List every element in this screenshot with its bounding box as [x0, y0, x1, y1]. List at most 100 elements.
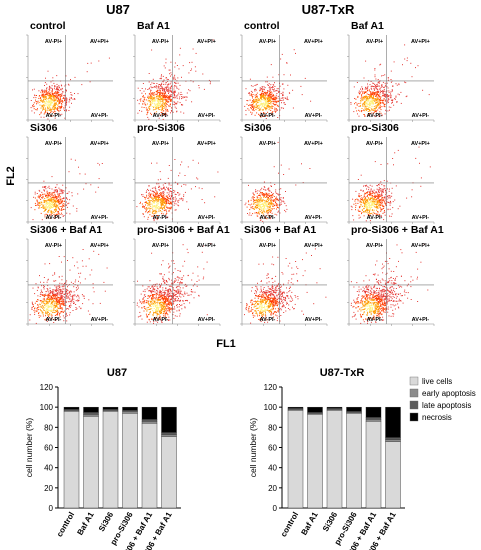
flow-panel: Baf A1 AV-PI+ AV+PI+ AV-PI- AV+PI- — [133, 20, 221, 122]
bar-segment — [307, 406, 323, 413]
quadrant-label-ul: AV-PI+ — [45, 39, 62, 45]
quadrant-label-lr: AV+PI- — [91, 215, 109, 221]
quadrant-label-ul: AV-PI+ — [45, 141, 62, 147]
flow-dots — [137, 39, 214, 120]
x-tick-label: control — [55, 511, 76, 539]
flow-dots — [244, 248, 327, 324]
y-tick-label: 40 — [44, 464, 53, 473]
quadrant-label-ul: AV-PI+ — [366, 141, 383, 147]
y-tick-label: 100 — [264, 403, 278, 412]
bar-y-axis-label: cell number (%) — [248, 418, 258, 478]
flow-panel-title: control — [244, 20, 280, 32]
y-tick-label: 100 — [40, 403, 54, 412]
flow-y-axis-label: FL2 — [5, 166, 17, 186]
flow-dots — [244, 49, 312, 119]
legend: live cells early apoptosis late apoptosis n… — [409, 376, 476, 422]
bar-segment — [141, 423, 158, 509]
group-title-u87txr: U87-TxR — [302, 2, 355, 17]
flow-dots — [136, 159, 219, 222]
flow-panel-title: control — [30, 20, 66, 32]
y-tick-label: 120 — [264, 383, 278, 392]
y-tick-label: 60 — [268, 444, 277, 453]
bar-segment — [326, 406, 343, 409]
flow-panel-title: Baf A1 — [351, 20, 384, 32]
x-tick-label: Si306 — [321, 510, 340, 533]
bar-chart-title: U87-TxR — [320, 367, 365, 379]
legend-swatch — [409, 376, 419, 386]
quadrant-label-ur: AV+PI+ — [90, 243, 109, 249]
x-tick-label: Baf A1 — [299, 510, 320, 537]
bar-chart-title: U87 — [107, 367, 127, 379]
flow-panel: pro-Si306 AV-PI+ AV+PI+ AV-PI- AV+PI- — [133, 122, 221, 224]
bar-segment — [346, 406, 362, 412]
flow-dots — [350, 243, 429, 324]
flow-panel: Baf A1 AV-PI+ AV+PI+ AV-PI- AV+PI- — [347, 20, 435, 122]
quadrant-label-ul: AV-PI+ — [152, 39, 169, 45]
bar-segment — [287, 409, 304, 509]
bar-segment — [83, 406, 99, 413]
bar-segment — [365, 421, 382, 509]
flow-panel: control AV-PI+ AV+PI+ AV-PI- AV+PI- — [26, 20, 114, 122]
y-tick-label: 20 — [268, 484, 277, 493]
quadrant-label-ll: AV-PI- — [153, 215, 169, 221]
bar-segment — [287, 406, 304, 409]
quadrant-label-ll: AV-PI- — [260, 113, 276, 119]
quadrant-label-ll: AV-PI- — [153, 113, 169, 119]
bar-segment — [365, 406, 382, 418]
flow-panel-title: pro-Si306 — [137, 122, 185, 134]
quadrant-label-ur: AV+PI+ — [90, 39, 109, 45]
flow-dots — [136, 243, 212, 324]
bar-segment — [63, 406, 80, 410]
legend-label: early apoptosis — [422, 389, 476, 398]
flow-panel-title: Si306 + Baf A1 — [244, 224, 316, 236]
bar-segment — [83, 414, 99, 417]
flow-panel-title: Si306 — [244, 122, 272, 134]
legend-label: necrosis — [422, 413, 452, 422]
quadrant-label-ll: AV-PI- — [46, 113, 62, 119]
quadrant-label-ll: AV-PI- — [260, 317, 276, 323]
quadrant-label-ur: AV+PI+ — [197, 243, 216, 249]
y-tick-label: 80 — [44, 423, 53, 432]
quadrant-label-ur: AV+PI+ — [304, 243, 323, 249]
quadrant-label-ll: AV-PI- — [46, 317, 62, 323]
legend-swatch — [409, 388, 419, 398]
bar-segment — [102, 411, 119, 509]
flow-panel-title: pro-Si306 — [351, 122, 399, 134]
quadrant-label-ll: AV-PI- — [367, 215, 383, 221]
flow-panel: control AV-PI+ AV+PI+ AV-PI- AV+PI- — [240, 20, 328, 122]
bar-segment — [63, 411, 80, 509]
bar-segment — [346, 413, 362, 509]
legend-swatch — [409, 412, 419, 422]
quadrant-label-ll: AV-PI- — [367, 113, 383, 119]
group-title-u87: U87 — [106, 2, 130, 17]
quadrant-label-lr: AV+PI- — [305, 317, 323, 323]
flow-panel: pro-Si306 + Baf A1 AV-PI+ AV+PI+ AV-PI- AV+P… — [347, 224, 444, 326]
quadrant-label-ur: AV+PI+ — [90, 141, 109, 147]
quadrant-label-lr: AV+PI- — [305, 215, 323, 221]
bar-segment — [141, 406, 158, 420]
quadrant-label-ul: AV-PI+ — [366, 39, 383, 45]
y-tick-label: 0 — [273, 504, 278, 513]
bar-segment — [385, 437, 401, 440]
quadrant-label-ul: AV-PI+ — [259, 141, 276, 147]
flow-panel-title: Si306 — [30, 122, 58, 134]
y-tick-label: 60 — [44, 444, 53, 453]
quadrant-label-lr: AV+PI- — [198, 215, 216, 221]
quadrant-label-lr: AV+PI- — [412, 215, 430, 221]
quadrant-label-lr: AV+PI- — [91, 317, 109, 323]
bar-segment — [385, 406, 401, 438]
quadrant-label-lr: AV+PI- — [412, 113, 430, 119]
quadrant-label-ll: AV-PI- — [153, 317, 169, 323]
bar-segment — [122, 406, 138, 411]
bar-segment — [122, 413, 138, 509]
quadrant-label-ur: AV+PI+ — [411, 141, 430, 147]
bar-segment — [307, 414, 323, 509]
flow-dots — [29, 249, 108, 324]
bar-segment — [122, 411, 138, 414]
flow-panel: pro-Si306 + Baf A1 AV-PI+ AV+PI+ AV-PI- AV+P… — [133, 224, 230, 326]
quadrant-label-ur: AV+PI+ — [411, 39, 430, 45]
flow-panel-title: Si306 + Baf A1 — [30, 224, 102, 236]
bar-chart: U87-TxR 0 20 40 60 80 100 120 cell number (%) con… — [248, 367, 405, 550]
flow-dots — [244, 141, 311, 222]
